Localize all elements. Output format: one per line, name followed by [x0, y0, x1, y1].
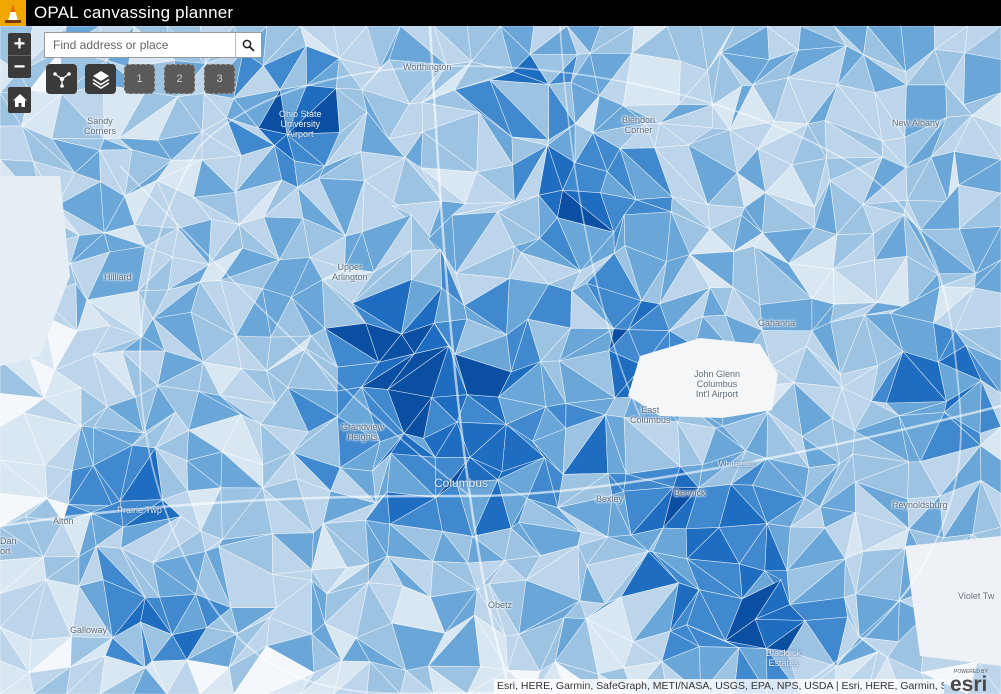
- place-label-dan: Dan ort: [0, 536, 17, 556]
- search-box: [44, 32, 262, 58]
- search-button[interactable]: [235, 33, 261, 57]
- place-label-alton: Alton: [53, 516, 74, 526]
- place-label-reynoldsburg: Reynoldsburg: [892, 500, 948, 510]
- zoom-control: + −: [8, 33, 31, 78]
- search-icon: [242, 39, 255, 52]
- tool-slot-3-button[interactable]: 3: [204, 64, 235, 94]
- search-input[interactable]: [45, 33, 235, 57]
- place-label-grandview-heights: Grandview Heights: [341, 422, 385, 442]
- layers-icon: [92, 71, 109, 89]
- place-label-obetz: Obetz: [488, 600, 513, 610]
- census-tract[interactable]: [967, 661, 1001, 694]
- place-label-bexley: Bexley: [596, 494, 624, 504]
- tool-slot-1-button[interactable]: 1: [124, 64, 155, 94]
- share-network-icon: [52, 72, 71, 88]
- traffic-cone-icon: [0, 0, 26, 26]
- place-label-galloway: Galloway: [70, 625, 108, 635]
- choropleth-map[interactable]: [0, 26, 1001, 694]
- share-tool-button[interactable]: [46, 64, 77, 94]
- home-button[interactable]: [8, 87, 31, 113]
- place-label-prairie-twp: Prairie Twp: [117, 505, 162, 515]
- outerbelt-road: [199, 65, 962, 687]
- place-label-violet-twp: Violet Tw: [958, 591, 995, 601]
- place-label-east-columbus: East Columbus: [630, 405, 671, 425]
- place-label-worthington: Worthington: [403, 62, 452, 72]
- place-label-sandy-corners: Sandy Corners: [84, 116, 117, 136]
- place-label-blacklick-estates: Blacklick Estates: [766, 648, 802, 668]
- place-label-upper-arlington: Upper Arlington: [332, 262, 368, 282]
- home-icon: [12, 93, 27, 107]
- title-bar: OPAL canvassing planner: [0, 0, 1001, 26]
- place-label-hilliard: Hilliard: [104, 272, 132, 282]
- place-label-gahanna: Gahanna: [758, 318, 796, 328]
- zoom-out-button[interactable]: −: [8, 55, 31, 78]
- census-tract[interactable]: [963, 52, 1001, 106]
- unshaded-area: [0, 176, 70, 366]
- census-tract[interactable]: [954, 287, 1001, 331]
- highway-road: [559, 26, 641, 417]
- map-attribution: Esri, HERE, Garmin, SafeGraph, METI/NASA…: [494, 679, 944, 694]
- place-label-columbus: Columbus: [434, 476, 489, 490]
- census-tract[interactable]: [366, 661, 401, 694]
- airport-area: [628, 338, 778, 418]
- esri-logo: POWERED BY esri: [950, 669, 989, 694]
- place-label-berwick: Berwick: [674, 488, 706, 498]
- highway-road: [119, 165, 471, 497]
- census-tract[interactable]: [400, 669, 435, 694]
- census-tract[interactable]: [427, 665, 468, 694]
- place-label-new-albany: New Albany: [892, 118, 940, 128]
- place-label-john-glenn-airport: John Glenn Columbus Int'l Airport: [694, 369, 741, 399]
- interstate-road: [428, 26, 512, 694]
- census-tract[interactable]: [622, 52, 681, 106]
- place-label-osu-airport: Ohio State University Airport: [279, 109, 322, 139]
- app-title: OPAL canvassing planner: [34, 3, 234, 22]
- zoom-in-button[interactable]: +: [13, 32, 26, 55]
- census-tract[interactable]: [980, 444, 1001, 494]
- map-view[interactable]: Worthington Sandy Corners Ohio State Uni…: [0, 26, 1001, 694]
- layers-tool-button[interactable]: [85, 64, 116, 94]
- esri-powered-by: POWERED BY: [954, 669, 989, 675]
- place-label-blendon-corner: Blendon Corner: [622, 115, 656, 135]
- census-tract[interactable]: [133, 666, 168, 694]
- esri-word: esri: [950, 673, 987, 694]
- place-label-whitehall: Whitehall: [717, 459, 755, 469]
- tool-slot-2-button[interactable]: 2: [164, 64, 195, 94]
- unshaded-area: [905, 536, 1001, 666]
